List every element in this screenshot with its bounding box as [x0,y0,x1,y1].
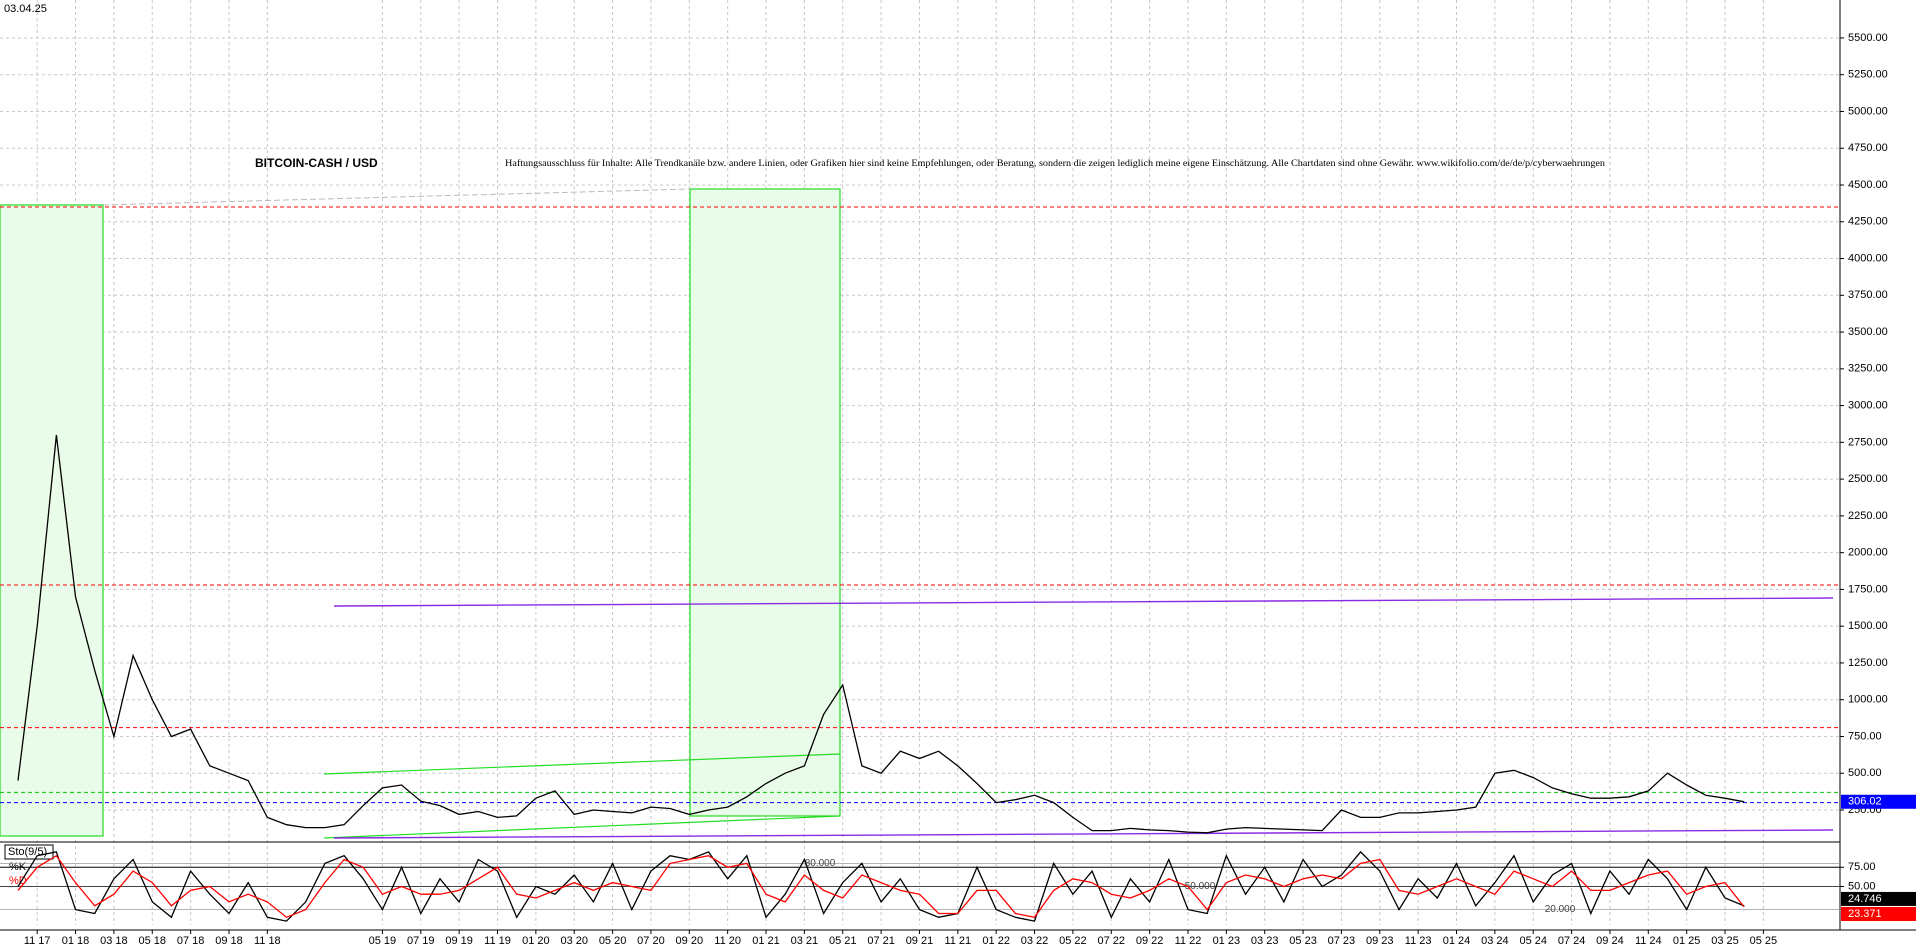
y-tick-label: 3750.00 [1848,289,1888,301]
trend-line [333,829,1834,839]
chart-title: BITCOIN-CASH / USD [255,156,378,170]
value-label: 24.746 [1848,893,1882,905]
data-line [17,434,1745,834]
x-tick-label: 03 18 [100,935,128,947]
x-tick-label: 07 23 [1328,935,1356,947]
x-tick-label: 07 20 [637,935,665,947]
level-label: 50.000 [1185,881,1216,892]
y-tick-label: 2000.00 [1848,547,1888,559]
x-tick-label: 01 21 [752,935,780,947]
x-tick-label: 09 22 [1136,935,1164,947]
level-label: 20.000 [1545,904,1576,915]
x-tick-label: 11 19 [484,935,511,947]
y-tick-label: 5500.00 [1848,32,1888,44]
value-box [1841,907,1916,922]
x-tick-label: 01 24 [1443,935,1471,947]
data-line [17,850,1745,922]
level-label: 80.000 [805,858,836,869]
trend-line [323,753,841,775]
y-tick-label: 3000.00 [1848,399,1888,411]
x-tick-label: 05 22 [1059,935,1087,947]
x-tick-label: 03 22 [1021,935,1049,947]
y-tick-label: 1000.00 [1848,694,1888,706]
x-tick-label: 07 21 [867,935,895,947]
x-tick-label: 03 23 [1251,935,1279,947]
x-tick-label: 07 18 [177,935,205,947]
x-tick-label: 01 23 [1213,935,1241,947]
x-tick-label: 09 23 [1366,935,1394,947]
y-tick-label: 1750.00 [1848,583,1888,595]
x-tick-label: 09 18 [215,935,243,947]
legend-label: %K [9,861,27,873]
trend-line [323,815,841,839]
x-tick-label: 09 20 [676,935,704,947]
y-tick-label: 4000.00 [1848,252,1888,264]
drawings [0,188,1834,839]
x-tick-label: 11 23 [1405,935,1432,947]
y-tick-label: 4500.00 [1848,179,1888,191]
y-tick-label: 2750.00 [1848,436,1888,448]
y-tick-label: 4750.00 [1848,142,1888,154]
x-tick-label: 05 24 [1519,935,1547,947]
legend-label: %D [9,875,27,887]
y-tick-label: 2500.00 [1848,473,1888,485]
indicator-title: Sto(9/5) [8,846,47,858]
value-label: 23.371 [1848,908,1882,920]
x-tick-label: 05 19 [369,935,397,947]
value-box [1841,891,1916,906]
x-tick-label: 11 18 [254,935,281,947]
y-tick-label: 500.00 [1848,767,1882,779]
x-tick-label: 09 21 [906,935,934,947]
x-tick-label: 03 21 [791,935,819,947]
x-tick-label: 11 21 [944,935,971,947]
x-tick-label: 11 24 [1635,935,1662,947]
x-tick-label: 07 19 [407,935,435,947]
x-tick-label: 05 20 [599,935,627,947]
x-tick-label: 01 20 [522,935,550,947]
y-tick-label: 3500.00 [1848,326,1888,338]
x-tick-label: 11 17 [24,935,51,947]
x-tick-label: 09 24 [1596,935,1624,947]
y-tick-label: 750.00 [1848,730,1882,742]
x-tick-label: 03 20 [560,935,588,947]
x-tick-label: 11 20 [714,935,741,947]
data-line [17,854,1745,919]
x-tick-label: 03 25 [1711,935,1739,947]
value-label: 306.02 [1848,796,1882,808]
disclaimer: Haftungsausschluss für Inhalte: Alle Tre… [505,158,1606,168]
x-tick-label: 05 18 [138,935,166,947]
x-tick-label: 07 22 [1097,935,1125,947]
x-tick-label: 05 25 [1750,935,1778,947]
trend-line [333,597,1834,607]
range-box [0,204,104,837]
x-tick-label: 09 19 [445,935,473,947]
trend-line [102,188,691,206]
x-tick-label: 05 23 [1289,935,1317,947]
x-tick-label: 01 18 [62,935,90,947]
y-tick-label: 4250.00 [1848,216,1888,228]
y-tick-label: 5250.00 [1848,69,1888,81]
y-tick-label: 3250.00 [1848,363,1888,375]
x-tick-label: 11 22 [1175,935,1202,947]
y-tick-label: 2250.00 [1848,510,1888,522]
y-tick-label: 1250.00 [1848,657,1888,669]
y-tick-label: 50.00 [1848,880,1876,892]
x-tick-label: 07 24 [1558,935,1586,947]
y-tick-label: 5000.00 [1848,105,1888,117]
value-box [1841,794,1916,809]
range-box [689,188,841,817]
x-tick-label: 03 24 [1481,935,1509,947]
x-tick-label: 01 25 [1673,935,1701,947]
date: 03.04.25 [4,3,47,15]
x-tick-label: 01 22 [982,935,1010,947]
y-tick-label: 75.00 [1848,861,1876,873]
x-tick-label: 05 21 [829,935,857,947]
y-tick-label: 1500.00 [1848,620,1888,632]
